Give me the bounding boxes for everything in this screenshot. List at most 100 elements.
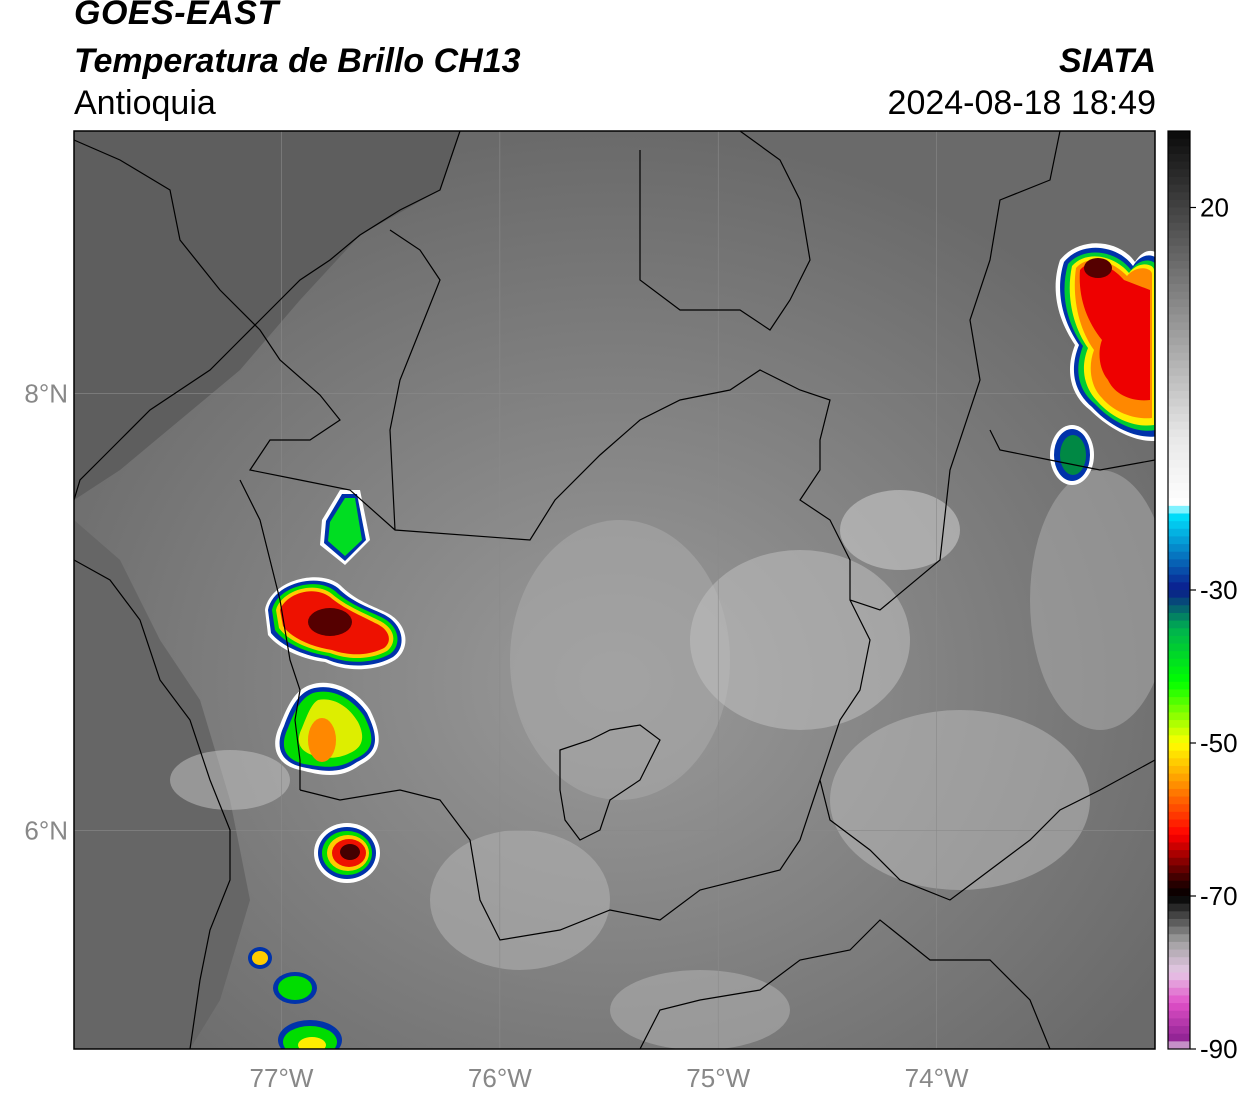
colorbar-band: [1168, 896, 1190, 905]
colorbar-band: [1168, 880, 1190, 889]
colorbar-band: [1168, 926, 1190, 935]
colorbar-band: [1168, 169, 1190, 178]
colorbar-band: [1168, 490, 1190, 499]
border-antioquia-north: [74, 131, 1061, 611]
colorbar-band: [1168, 918, 1190, 928]
colorbar-band: [1168, 758, 1190, 767]
colorbar-band: [1168, 291, 1190, 300]
colorbar-band: [1168, 345, 1190, 354]
colorbar-band: [1168, 1041, 1190, 1050]
cloud-patch: [610, 970, 790, 1049]
colorbar-band: [1168, 574, 1190, 583]
y-tick-label: 6°N: [24, 815, 68, 845]
colorbar-band: [1168, 284, 1190, 293]
colorbar-band: [1168, 750, 1190, 759]
coastline: [74, 131, 461, 501]
colorbar-band: [1168, 437, 1190, 446]
admin-borders: [74, 131, 1155, 1049]
colorbar-band: [1168, 888, 1190, 897]
colorbar-band: [1168, 544, 1190, 553]
colorbar-band: [1168, 559, 1190, 568]
border-uraba: [389, 229, 441, 531]
colorbar-tick-label: -50: [1200, 728, 1238, 758]
colorbar-tick-label: 20: [1200, 193, 1229, 223]
border-enclave: [559, 724, 661, 841]
colorbar-band: [1168, 238, 1190, 247]
colorbar-band: [1168, 1003, 1190, 1012]
colorbar-band: [1168, 689, 1190, 698]
storm-small-ne: [1050, 425, 1094, 485]
colorbar-band: [1168, 528, 1190, 537]
colorbar-band: [1168, 230, 1190, 239]
colorbar-band: [1168, 391, 1190, 400]
colorbar-band: [1168, 934, 1190, 943]
border-south: [299, 779, 821, 941]
cloud-patch: [840, 490, 960, 570]
organization-label: SIATA: [1059, 42, 1156, 80]
sea-region: [74, 131, 460, 500]
x-tick-label: 76°W: [468, 1063, 532, 1093]
colorbar-band: [1168, 697, 1190, 706]
colorbar-tick-label: -70: [1200, 881, 1238, 911]
colorbar-band: [1168, 567, 1190, 576]
colorbar-band: [1168, 1010, 1190, 1019]
border-east: [819, 599, 1155, 901]
x-tick-label: 75°W: [686, 1063, 750, 1093]
colorbar-band: [1168, 720, 1190, 729]
colorbar-band: [1168, 1018, 1190, 1027]
colorbar-band: [1168, 666, 1190, 675]
colorbar-band: [1168, 192, 1190, 201]
colorbar-band: [1168, 498, 1190, 507]
colorbar-band: [1168, 414, 1190, 423]
colorbar-band: [1168, 964, 1190, 973]
colorbar-tick-label: -90: [1200, 1034, 1238, 1064]
colorbar-band: [1168, 941, 1190, 951]
colorbar-band: [1168, 536, 1190, 545]
cloud-patch: [430, 830, 610, 970]
colorbar-band: [1168, 467, 1190, 476]
colorbar-band: [1168, 582, 1190, 591]
colorbar-band: [1168, 957, 1190, 966]
border-far-south: [639, 919, 1051, 1049]
colorbar-band: [1168, 674, 1190, 683]
cloud-patch: [510, 520, 730, 800]
colorbar-band: [1168, 773, 1190, 782]
colorbar-band: [1168, 995, 1190, 1004]
colorbar-band: [1168, 406, 1190, 415]
colorbar-band: [1168, 628, 1190, 637]
colorbar-band: [1168, 972, 1190, 981]
colorbar-band: [1168, 949, 1190, 958]
colorbar-band: [1168, 505, 1190, 514]
colorbar-band: [1168, 352, 1190, 361]
cloud-patch: [830, 710, 1090, 890]
region-label: Antioquia: [74, 84, 216, 122]
colorbar-band: [1168, 306, 1190, 316]
colorbar-band: [1168, 146, 1190, 155]
colorbar-band: [1168, 207, 1190, 216]
colorbar-band: [1168, 429, 1190, 438]
colorbar-band: [1168, 704, 1190, 713]
x-tick-label: 74°W: [905, 1063, 969, 1093]
datetime-label: 2024-08-18 18:49: [887, 84, 1156, 122]
colorbar-band: [1168, 322, 1190, 331]
x-tick-label: 77°W: [250, 1063, 314, 1093]
colorbar-tick-labels: 20 -30 -50 -70 -90: [1190, 193, 1238, 1064]
colorbar-band: [1168, 199, 1190, 208]
colorbar-band: [1168, 796, 1190, 805]
colorbar-band: [1168, 1026, 1190, 1035]
colorbar-band: [1168, 712, 1190, 721]
colorbar-band: [1168, 980, 1190, 989]
colorbar-band: [1168, 337, 1190, 346]
colorbar-band: [1168, 444, 1190, 453]
colorbar-band: [1168, 513, 1190, 522]
colorbar-band: [1168, 421, 1190, 430]
colorbar: 20 -30 -50 -70 -90: [1167, 130, 1238, 1064]
border-cordoba: [639, 131, 811, 331]
colorbar-band: [1168, 215, 1190, 224]
border-choco: [239, 479, 301, 790]
colorbar-band: [1168, 1033, 1190, 1042]
colorbar-band: [1168, 475, 1190, 484]
colorbar-band: [1168, 620, 1190, 629]
colorbar-band: [1168, 857, 1190, 866]
